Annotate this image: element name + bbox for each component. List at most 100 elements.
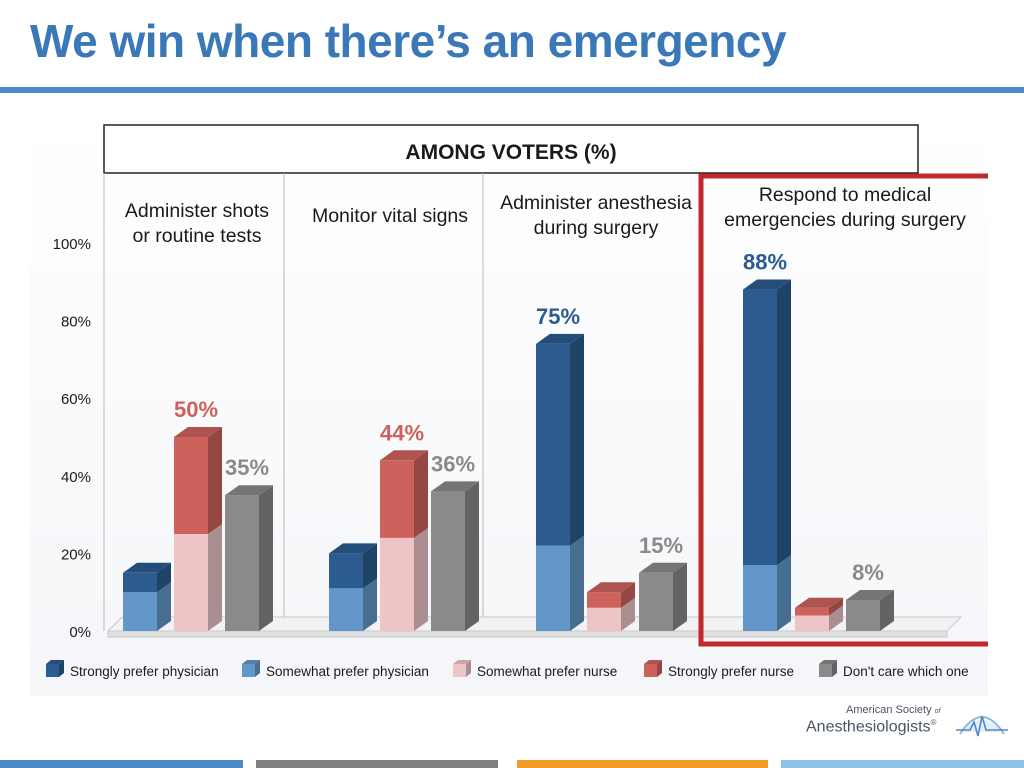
data-label: 50% [174,397,218,422]
legend-label: Don't care which one [843,664,969,679]
bar-segment [123,572,157,593]
slide-title: We win when there’s an emergency [30,15,787,67]
bar-segment-top [380,450,428,461]
logo-line-2: Anesthesiologists® [806,718,936,736]
bar-segment-side [570,535,584,631]
bar-segment [380,537,414,631]
legend-swatch-top [453,660,471,664]
bar-segment [795,615,829,631]
bar-segment [587,607,621,631]
bar-segment [380,460,414,538]
legend-swatch-top [819,660,837,664]
bar-segment [329,553,363,589]
bar-segment-side [363,543,377,589]
bar-segment [587,592,621,608]
bar-segment-side [829,605,843,631]
bar-segment-side [621,597,635,631]
legend-swatch-side [657,660,662,677]
y-tick-label: 40% [61,469,91,486]
chart-floor-edge [107,630,948,638]
bar-segment-top [174,427,222,437]
chart-area: AMONG VOTERS (%) 0% 20% 40% 60% 80% 100% Admini… [30,116,988,696]
bar-segment [639,572,673,631]
bar-segment [743,289,777,566]
category-label: Respond to medical [759,184,931,206]
bar-segment-side [621,582,635,608]
bar-segment [743,565,777,631]
bar-segment-side [414,527,428,631]
legend-swatch [644,664,657,677]
bar-segment-top [743,279,791,290]
category-label: Administer anesthesia [500,192,692,214]
highlight-box [698,173,988,647]
bar-segment-side [829,597,843,616]
bar-segment-side [157,582,171,631]
bar-segment-top [225,485,273,496]
heartbeat-icon [956,715,1008,737]
bar-segment-side [208,524,222,631]
logo-line-1: American Society of [846,704,941,716]
bar-segment [795,607,829,616]
legend-swatch-side [255,660,260,677]
data-label: 88% [743,250,787,275]
bar-segment-side [259,485,273,631]
category-label: Administer shots [125,200,269,222]
legend-label: Strongly prefer nurse [668,664,794,679]
bar-segment-top [329,543,377,554]
bar-segment [225,495,259,631]
legend-swatch-side [466,660,471,677]
bar-segment [174,534,208,631]
legend-swatch [242,664,255,677]
data-label: 15% [639,533,683,558]
chart-title: AMONG VOTERS (%) [405,141,616,164]
bar-segment-top [639,562,687,573]
data-label: 75% [536,304,580,329]
bar-segment [123,592,157,631]
bar-segment-side [777,279,791,566]
bar-segment [536,343,570,546]
data-label: 8% [852,560,884,585]
title-divider [0,87,1024,93]
legend-label: Somewhat prefer nurse [477,664,617,679]
footer-bar-3 [517,760,768,768]
registered-mark: ® [930,718,937,727]
chart-title-box [103,124,919,174]
bar-segment-top [587,582,635,593]
legend-swatch-top [644,660,662,664]
bar-segment [329,588,363,631]
legend-swatch-top [46,660,64,664]
legend-label: Strongly prefer physician [70,664,219,679]
footer-bar-4 [781,760,1024,768]
bar-segment-side [363,578,377,631]
footer-bar-2 [256,760,498,768]
bar-segment-top [431,481,479,492]
legend-swatch-top [242,660,260,664]
footer-bar-1 [0,760,243,768]
logo-society-text: American Society [846,704,932,716]
bar-segment-side [880,589,894,631]
logo-of-text: of [934,708,941,715]
category-label: Monitor vital signs [312,205,468,227]
bar-segment-top [795,597,843,608]
category-label: during surgery [534,217,659,239]
legend-label: Somewhat prefer physician [266,664,429,679]
legend-swatch [46,664,59,677]
bar-segment-side [414,450,428,538]
bar-segment [536,545,570,631]
y-tick-label: 80% [61,314,91,331]
bar-segment-side [157,562,171,593]
data-label: 44% [380,420,424,445]
bar-segment [431,491,465,631]
category-label: emergencies during surgery [724,209,966,231]
bar-segment-top [123,562,171,573]
y-tick-label: 100% [53,236,91,253]
bar-segment-side [673,562,687,631]
bar-segment-side [570,333,584,546]
y-tick-label: 60% [61,391,91,408]
y-tick-label: 20% [61,546,91,563]
asa-logo: American Society of Anesthesiologists® [806,704,1011,744]
category-label: or routine tests [133,225,262,247]
legend-swatch [453,664,466,677]
y-tick-label: 0% [69,624,91,641]
bar-segment-side [465,481,479,631]
